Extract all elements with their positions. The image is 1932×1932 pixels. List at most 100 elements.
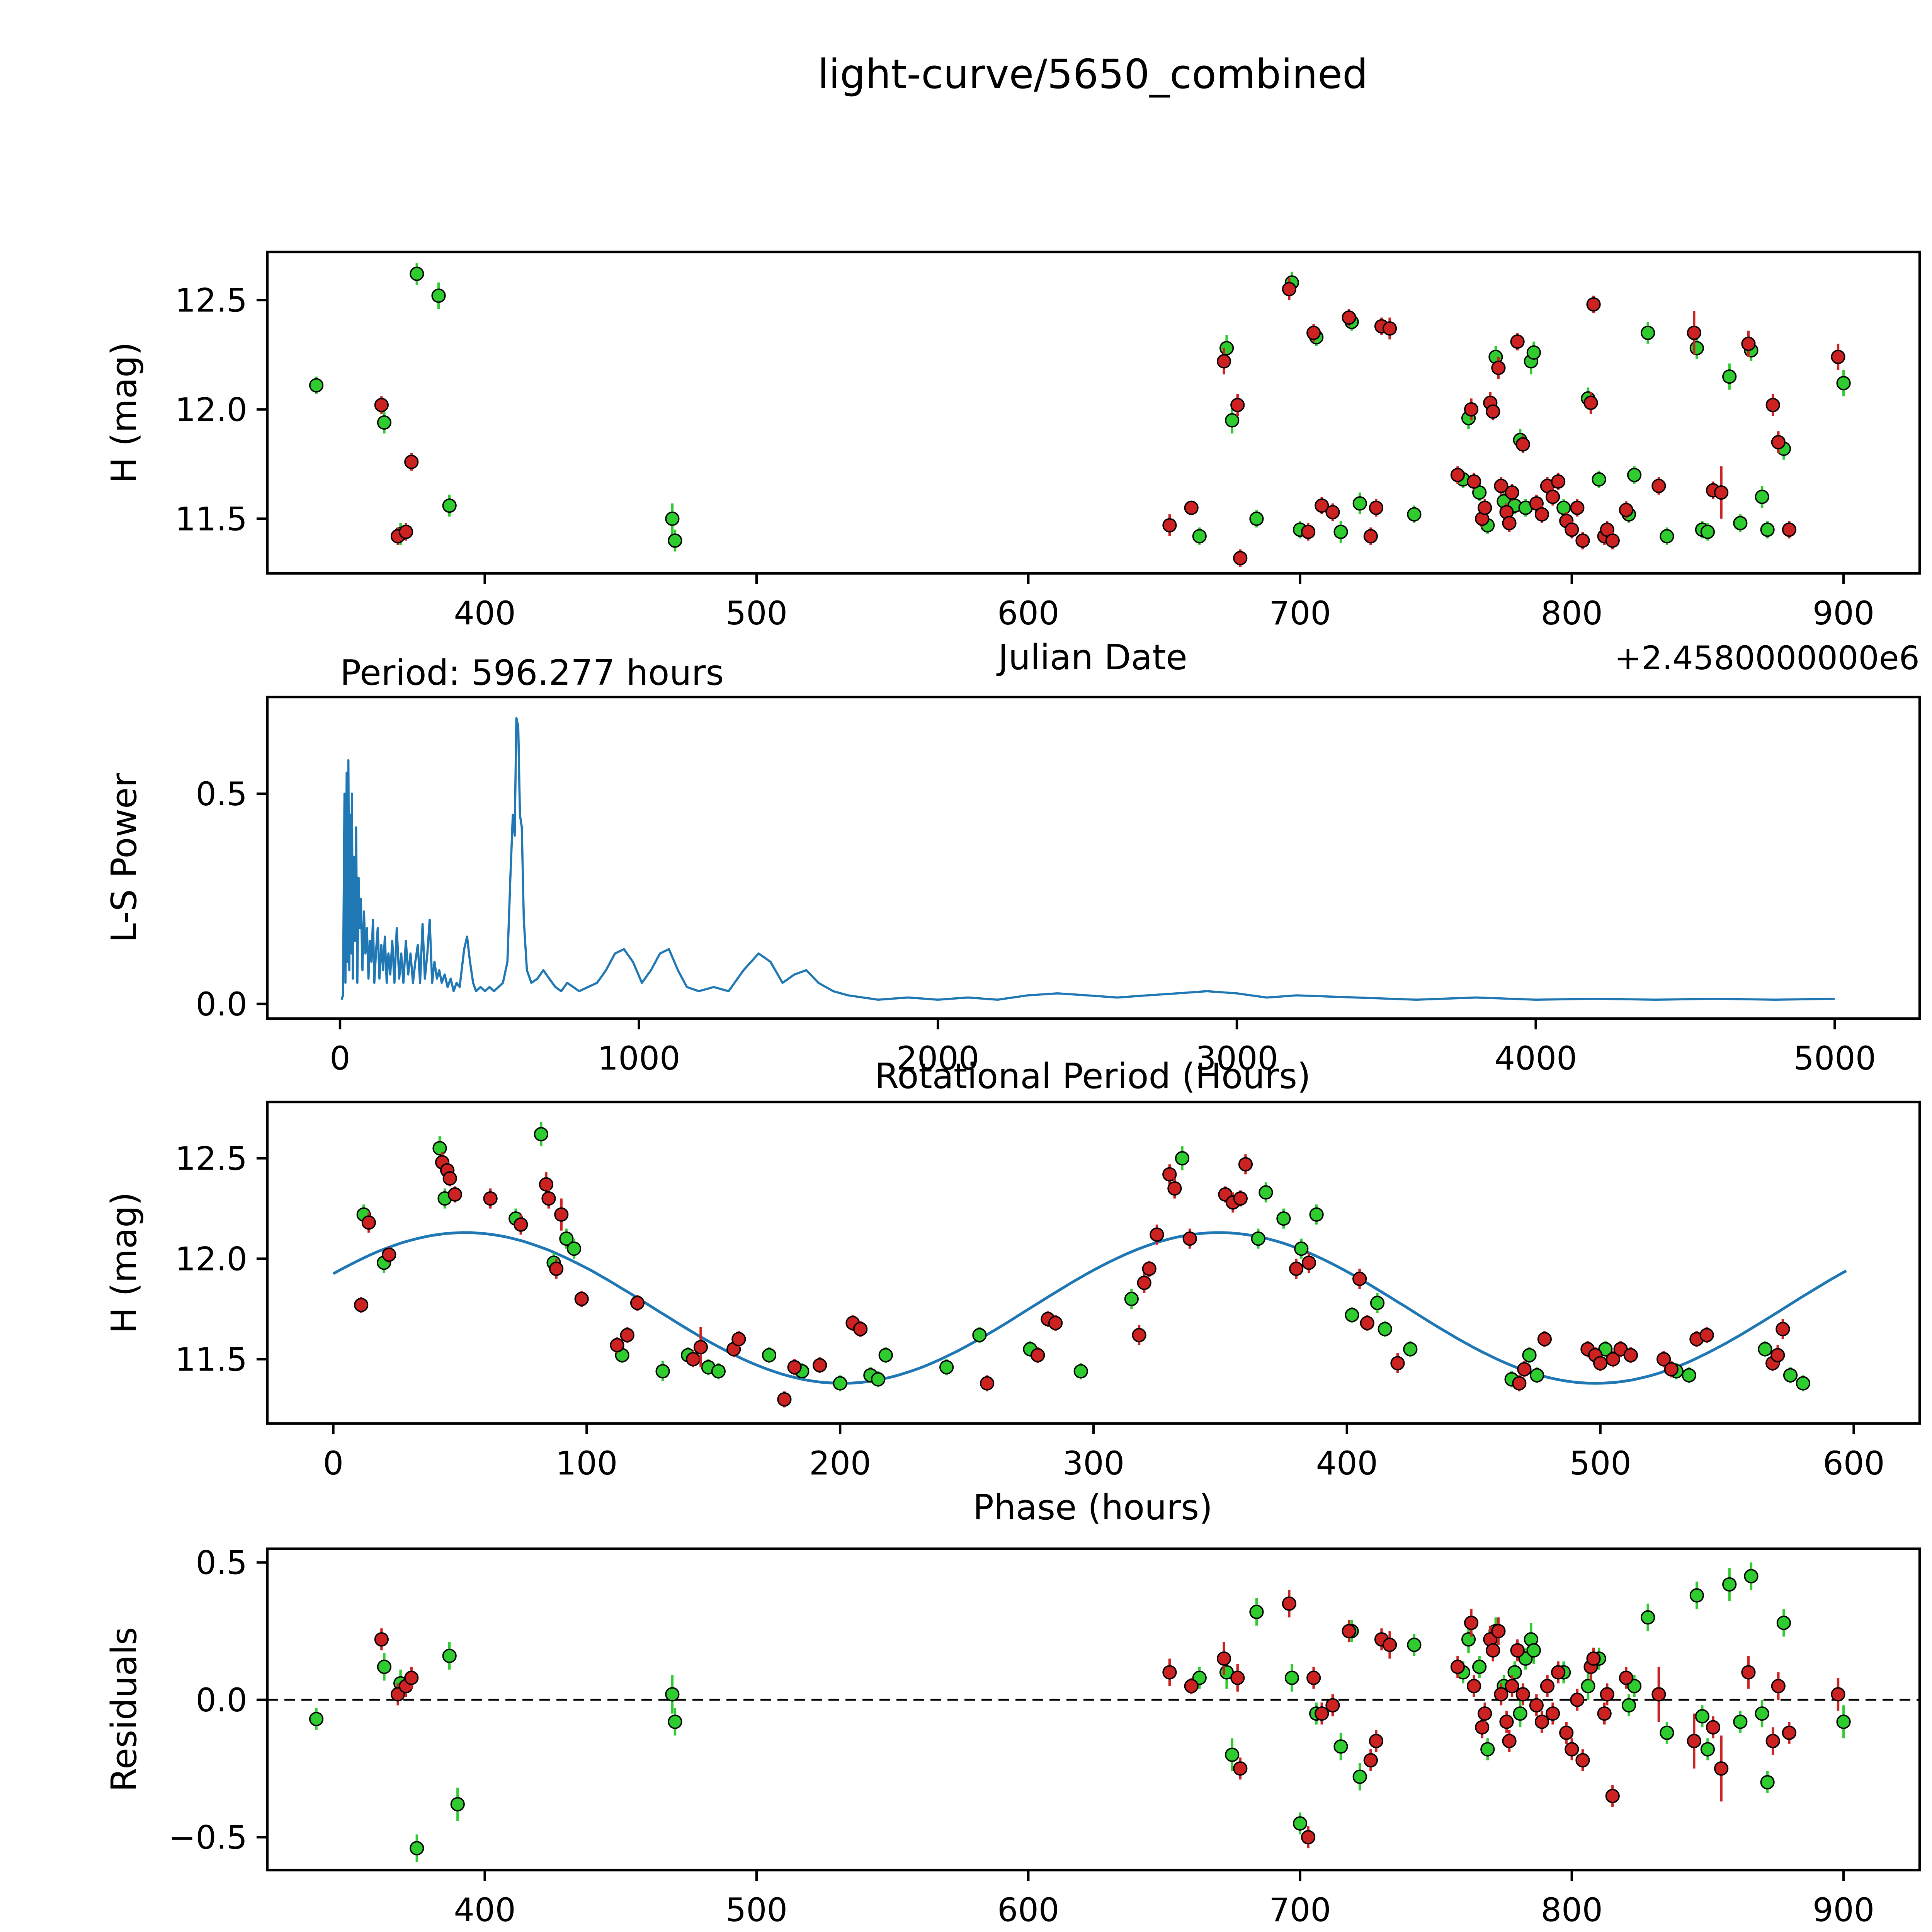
data-point bbox=[1342, 310, 1356, 325]
data-point bbox=[1660, 1725, 1674, 1740]
x-tick-label: 500 bbox=[726, 594, 787, 632]
data-point bbox=[1545, 490, 1560, 504]
data-point bbox=[693, 1340, 708, 1354]
data-point bbox=[1575, 533, 1590, 548]
data-point bbox=[1306, 1670, 1321, 1685]
data-point bbox=[1551, 1665, 1566, 1680]
data-point bbox=[442, 1648, 457, 1663]
data-point bbox=[1733, 1714, 1748, 1729]
data-point bbox=[1289, 1262, 1304, 1276]
data-point bbox=[1407, 507, 1422, 522]
data-point bbox=[1605, 1789, 1620, 1803]
data-point bbox=[1783, 1368, 1798, 1383]
data-point bbox=[871, 1372, 886, 1387]
data-point bbox=[1565, 1742, 1579, 1757]
data-point bbox=[1586, 1651, 1601, 1666]
data-point bbox=[853, 1322, 868, 1337]
data-point bbox=[1700, 524, 1715, 539]
data-point bbox=[1132, 1328, 1146, 1342]
x-tick-label: 0 bbox=[330, 1039, 350, 1077]
data-point bbox=[1687, 325, 1701, 340]
data-point bbox=[1529, 1698, 1544, 1713]
data-point bbox=[1765, 398, 1780, 412]
data-point bbox=[549, 1262, 564, 1276]
data-point bbox=[1515, 437, 1530, 452]
x-tick-label: 600 bbox=[997, 594, 1059, 632]
data-point bbox=[1714, 1761, 1729, 1776]
figure-title: light-curve/5650_combined bbox=[818, 51, 1368, 98]
data-point bbox=[939, 1360, 954, 1374]
data-point bbox=[483, 1191, 498, 1206]
data-point bbox=[1467, 1679, 1481, 1694]
data-point bbox=[1836, 376, 1851, 391]
data-point bbox=[1619, 503, 1634, 517]
data-point bbox=[1450, 1660, 1465, 1674]
x-tick-label: 500 bbox=[726, 1891, 787, 1929]
data-point bbox=[1593, 1356, 1608, 1371]
data-point bbox=[1656, 1352, 1671, 1367]
data-point bbox=[1592, 472, 1606, 487]
data-point bbox=[1031, 1348, 1045, 1362]
data-point bbox=[1782, 1725, 1797, 1740]
series-red bbox=[354, 1152, 1790, 1408]
data-point bbox=[1184, 1679, 1199, 1694]
data-point bbox=[1722, 1577, 1737, 1592]
y-tick-label: 11.5 bbox=[175, 1341, 247, 1379]
data-point bbox=[1755, 490, 1769, 504]
data-point bbox=[1461, 1632, 1476, 1647]
data-point bbox=[1184, 500, 1199, 515]
data-point bbox=[1369, 1734, 1384, 1748]
data-point bbox=[1216, 354, 1231, 369]
data-point bbox=[1230, 398, 1245, 412]
data-point bbox=[610, 1338, 624, 1352]
x-tick-label: 500 bbox=[1569, 1444, 1631, 1482]
data-point bbox=[447, 1187, 462, 1202]
data-point bbox=[1621, 1698, 1636, 1713]
data-point bbox=[1219, 341, 1234, 355]
data-point bbox=[1695, 1709, 1709, 1724]
data-point bbox=[1583, 395, 1598, 410]
data-point bbox=[1706, 1720, 1721, 1735]
data-point bbox=[1623, 1348, 1638, 1362]
data-point bbox=[1333, 524, 1348, 539]
series-green bbox=[309, 263, 1851, 552]
data-point bbox=[1480, 1742, 1495, 1757]
data-point bbox=[1540, 1679, 1555, 1694]
plot-data bbox=[309, 263, 1851, 567]
data-point bbox=[1551, 474, 1566, 489]
x-tick-label: 4000 bbox=[1495, 1039, 1577, 1077]
data-point bbox=[1491, 361, 1506, 375]
data-point bbox=[1369, 500, 1384, 515]
data-point bbox=[1478, 500, 1492, 515]
data-point bbox=[1073, 1364, 1088, 1379]
data-point bbox=[574, 1292, 589, 1306]
data-point bbox=[1556, 500, 1571, 515]
data-point bbox=[1382, 321, 1397, 336]
data-point bbox=[1570, 1692, 1585, 1707]
data-point bbox=[1517, 1362, 1532, 1377]
data-point bbox=[1782, 522, 1797, 537]
data-point bbox=[1687, 1734, 1701, 1748]
data-point bbox=[1192, 529, 1207, 544]
data-point bbox=[382, 1247, 396, 1262]
data-point bbox=[1699, 1328, 1714, 1342]
axes-frame bbox=[266, 696, 1921, 1020]
data-point bbox=[1301, 1830, 1316, 1845]
axes-frame bbox=[266, 250, 1921, 575]
data-point bbox=[1251, 1231, 1265, 1246]
data-point bbox=[442, 498, 457, 513]
data-point bbox=[1565, 522, 1579, 537]
x-tick-label: 3000 bbox=[1196, 1039, 1278, 1077]
data-point bbox=[1276, 1211, 1291, 1226]
y-tick-label: 12.5 bbox=[175, 1140, 247, 1178]
ylabel-ls-power: L-S Power bbox=[104, 773, 145, 943]
data-point bbox=[1167, 1181, 1182, 1196]
series-red bbox=[374, 278, 1845, 567]
y-tick-label: 0.0 bbox=[196, 985, 247, 1023]
data-point bbox=[1507, 1665, 1522, 1680]
data-point bbox=[410, 266, 424, 281]
plot-data bbox=[332, 1122, 1847, 1408]
data-point bbox=[1225, 413, 1240, 428]
panel-residuals: 400 500 600 700 800 900 −0.5 0.0 0.5 bbox=[168, 1544, 1921, 1929]
data-point bbox=[1760, 1775, 1775, 1790]
